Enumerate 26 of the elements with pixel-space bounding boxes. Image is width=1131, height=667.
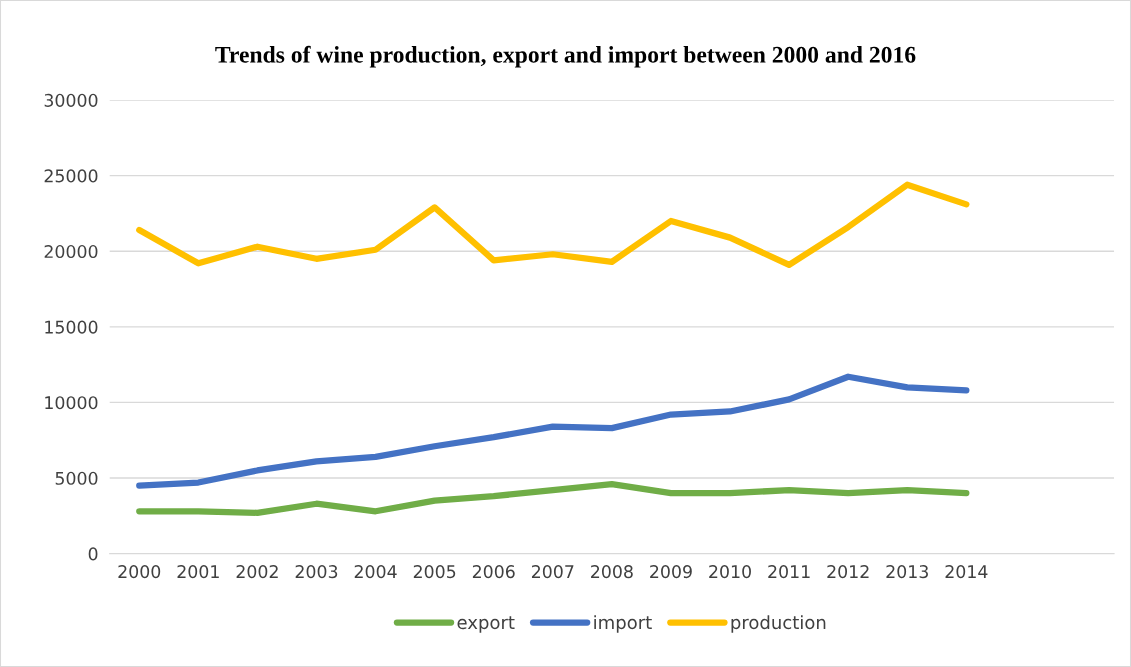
y-tick-label: 20000 (44, 244, 98, 259)
x-tick-label: 2000 (118, 565, 161, 579)
x-tick-label: 2002 (236, 565, 278, 579)
y-tick-label: 0 (88, 547, 98, 561)
y-tick-label: 15000 (45, 320, 98, 334)
x-tick-label: 2001 (177, 565, 219, 579)
y-tick-label: 30000 (44, 93, 98, 107)
x-tick-label: 2009 (650, 565, 692, 579)
x-tick-label: 2008 (591, 565, 633, 579)
x-tick-label: 2012 (827, 565, 869, 579)
x-tick-label: 2006 (472, 565, 515, 579)
x-tick-label: 2004 (354, 565, 397, 579)
y-tick-label: 5000 (55, 471, 98, 485)
x-tick-label: 2014 (945, 565, 988, 579)
y-tick-label: 25000 (44, 169, 98, 183)
x-tick-label: 2011 (768, 565, 810, 579)
x-tick-label: 2005 (413, 565, 456, 579)
legend-label: production (731, 615, 826, 633)
y-tick-label: 10000 (45, 396, 98, 410)
legend-label: export (457, 616, 515, 633)
x-tick-label: 2007 (531, 565, 574, 579)
chart-title: Trends of wine production, export and import between 2000 and 2016 (215, 45, 916, 68)
x-tick-label: 2013 (886, 565, 928, 579)
x-tick-label: 2010 (709, 565, 751, 579)
legend-label: import (594, 615, 652, 633)
x-tick-label: 2003 (295, 565, 338, 579)
